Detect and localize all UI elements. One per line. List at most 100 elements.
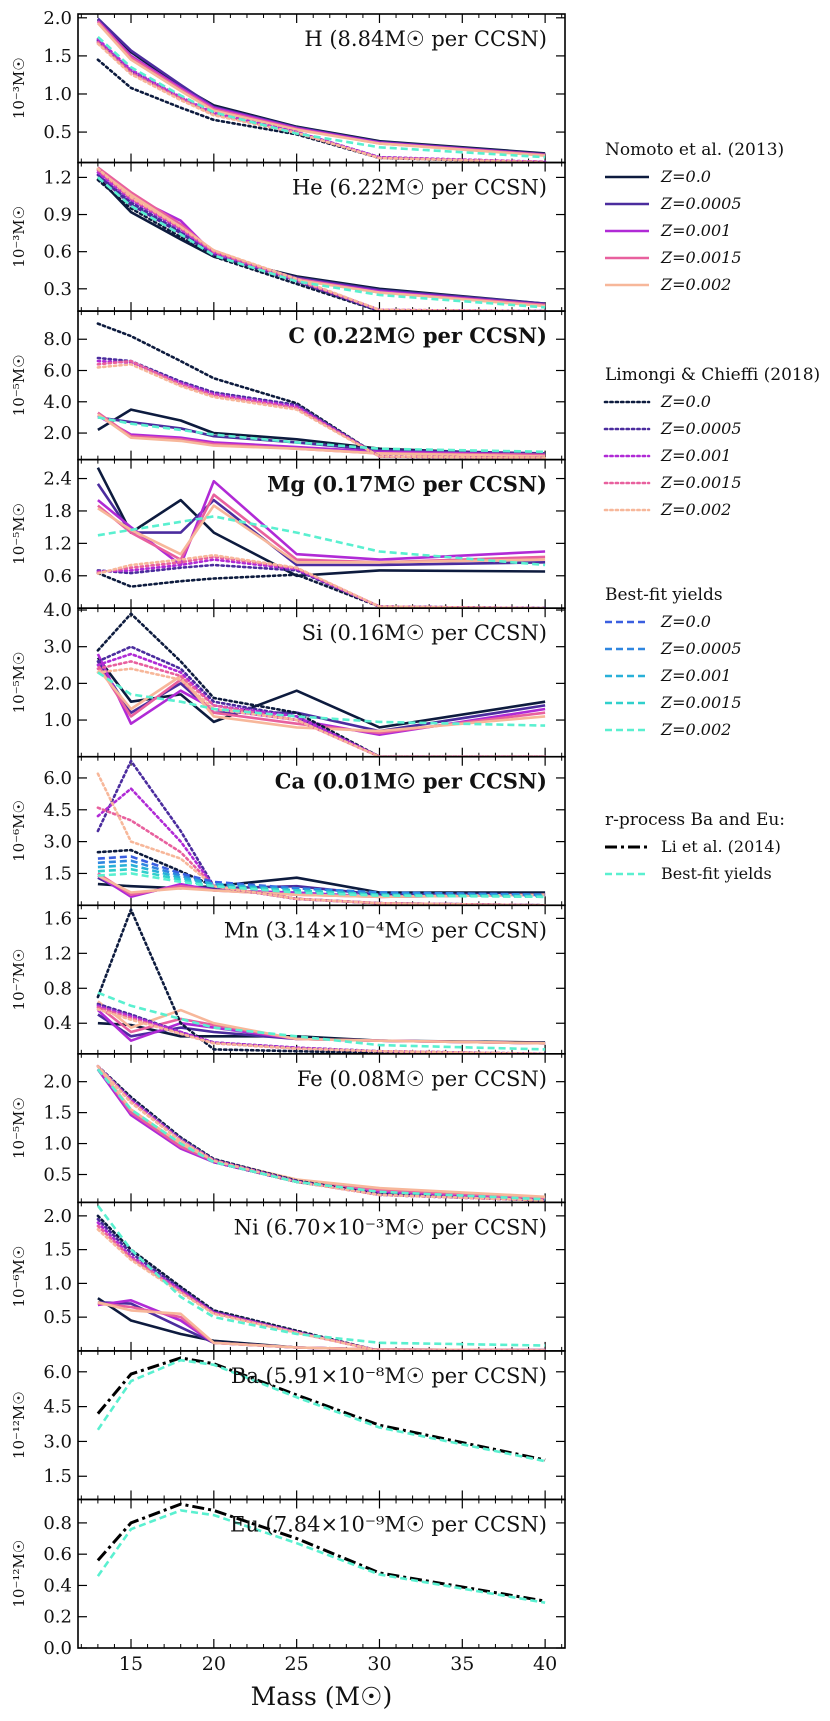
y-tick-label: 6.0 (43, 768, 72, 789)
panel-eu: 0.0 0.2 0.4 0.6 0.8 10⁻¹²M☉ Eu (7.84×10⁻⁹M☉ pe… (10, 1498, 566, 1659)
panel-mn: 0.4 0.8 1.2 1.6 10⁻⁷M☉ Mn (3.14×10⁻⁴M☉ per CC… (10, 904, 566, 1055)
legend-group-title: Limongi & Chieffi (2018) (605, 365, 820, 385)
series-group (96, 1356, 546, 1463)
series-line-mn-5 (96, 908, 547, 1054)
panel-frame (77, 1498, 566, 1649)
y-tick-label: 2.4 (43, 469, 72, 490)
series-line-mg-2 (97, 479, 546, 567)
panel-annotation: Eu (7.84×10⁻⁹M☉ per CCSN) (230, 1512, 547, 1536)
series-line-si-7 (96, 652, 547, 757)
x-tick-label: 30 (367, 1653, 391, 1675)
y-tick-label: 0.2 (43, 1607, 72, 1628)
panel-si: 1.0 2.0 3.0 4.0 10⁻⁵M☉ Si (0.16M☉ per CCSN) (10, 600, 566, 758)
series-group (96, 1064, 547, 1202)
y-tick-label: 2.0 (43, 673, 72, 694)
legend-entry-label: Z=0.001 (660, 221, 731, 240)
legend-group-title: Best-fit yields (605, 585, 723, 605)
series-line-mg-9 (96, 553, 547, 609)
legend: Nomoto et al. (2013) Z=0.0 Z=0.0005 Z=0.001… (603, 140, 820, 883)
panel-c: 2.0 4.0 6.0 8.0 10⁻⁵M☉ C (0.22M☉ per CCSN) (10, 310, 566, 461)
series-line-mg-6 (96, 563, 547, 609)
legend-entry-label: Z=0.0005 (660, 194, 742, 213)
legend-entry-label: Z=0.0005 (660, 419, 742, 438)
x-tick-label: 20 (202, 1653, 226, 1675)
y-tick-label: 6.0 (43, 1362, 72, 1383)
series-line-ni-1 (97, 1301, 546, 1351)
y-tick-label: 0.3 (43, 279, 72, 300)
y-tick-label: 1.5 (43, 1103, 72, 1124)
series-line-ni-10 (96, 1204, 546, 1347)
series-group (96, 166, 547, 312)
series-line-si-10 (97, 671, 546, 727)
legend-entry-label: Z=0.0 (660, 167, 711, 186)
panel-annotation: Ca (0.01M☉ per CCSN) (275, 769, 547, 794)
y-axis-label: 10⁻¹²M☉ (10, 1540, 28, 1608)
x-tick-label: 35 (450, 1653, 474, 1675)
series-line-he-9 (96, 167, 547, 312)
y-axis-label: 10⁻³M☉ (10, 57, 28, 119)
series-line-ni-2 (97, 1299, 546, 1351)
series-line-h-10 (97, 35, 546, 159)
series-line-ca-9 (96, 772, 547, 906)
series-line-ba-1 (96, 1358, 546, 1463)
y-axis-label: 10⁻⁶M☉ (10, 1246, 28, 1308)
legend-entry-label: Z=0.002 (660, 500, 731, 519)
y-tick-label: 1.5 (43, 863, 72, 884)
panel-annotation: Si (0.16M☉ per CCSN) (302, 621, 547, 645)
series-line-si-4 (96, 667, 546, 733)
y-axis-label: 10⁻⁵M☉ (10, 354, 28, 416)
y-tick-label: 1.5 (43, 1240, 72, 1261)
series-line-c-0 (97, 408, 546, 457)
y-tick-label: 2.0 (43, 8, 72, 29)
series-line-c-4 (97, 413, 546, 458)
y-tick-label: 1.0 (43, 710, 72, 731)
series-line-ca-12 (97, 863, 546, 897)
series-line-eu-0 (96, 1502, 546, 1603)
y-axis-label: 10⁻⁷M☉ (10, 949, 28, 1011)
series-line-c-1 (97, 416, 546, 455)
legend-entry-label: Z=0.0015 (660, 473, 742, 492)
x-axis-label: Mass (M☉) (251, 1682, 393, 1711)
y-tick-label: 3.0 (43, 832, 72, 853)
legend-entry-label: Z=0.0 (660, 392, 711, 411)
y-tick-label: 3.0 (43, 1431, 72, 1452)
legend-entry-label: Z=0.001 (660, 666, 731, 685)
panel-annotation: Ni (6.70×10⁻³M☉ per CCSN) (234, 1215, 547, 1239)
y-axis-label: 10⁻³M☉ (10, 206, 28, 268)
panel-mg: 0.6 1.2 1.8 2.4 10⁻⁵M☉ Mg (0.17M☉ per CCSN) (10, 458, 566, 609)
series-line-ni-9 (96, 1228, 547, 1351)
panel-annotation: C (0.22M☉ per CCSN) (288, 323, 547, 348)
x-tick-label: 40 (533, 1653, 557, 1675)
y-tick-label: 2.0 (43, 1072, 72, 1093)
series-line-si-3 (96, 664, 546, 735)
series-group (96, 1502, 546, 1604)
series-line-ca-13 (97, 867, 546, 899)
legend-entry-label: Z=0.0015 (660, 693, 742, 712)
legend-group-title: Nomoto et al. (2013) (605, 140, 784, 160)
series-line-mg-3 (97, 493, 546, 564)
legend-entry-label: Li et al. (2014) (661, 837, 781, 856)
series-line-he-5 (96, 178, 547, 312)
y-tick-label: 0.6 (43, 1544, 72, 1565)
series-line-ca-14 (97, 872, 546, 899)
series-line-ba-0 (96, 1356, 546, 1462)
y-tick-label: 0.5 (43, 1307, 72, 1328)
y-axis-label: 10⁻¹²M☉ (10, 1391, 28, 1459)
panel-h: 0.5 1.0 1.5 2.0 10⁻³M☉ H (8.84M☉ per CCSN) (10, 8, 566, 164)
series-group (96, 17, 547, 163)
series-line-mn-9 (96, 1007, 547, 1054)
panel-annotation: He (6.22M☉ per CCSN) (292, 176, 547, 200)
series-line-c-10 (97, 416, 546, 454)
panel-annotation: Mn (3.14×10⁻⁴M☉ per CCSN) (224, 918, 547, 942)
series-line-c-2 (97, 414, 546, 457)
y-tick-label: 1.0 (43, 1134, 72, 1155)
legend-entry-label: Best-fit yields (661, 864, 772, 883)
series-line-ni-8 (96, 1224, 547, 1351)
series-line-ni-4 (97, 1301, 546, 1351)
y-tick-label: 0.6 (43, 566, 72, 587)
y-tick-label: 1.5 (43, 46, 72, 67)
y-tick-label: 3.0 (43, 637, 72, 658)
series-line-c-9 (96, 362, 547, 460)
series-line-ni-7 (96, 1221, 547, 1351)
